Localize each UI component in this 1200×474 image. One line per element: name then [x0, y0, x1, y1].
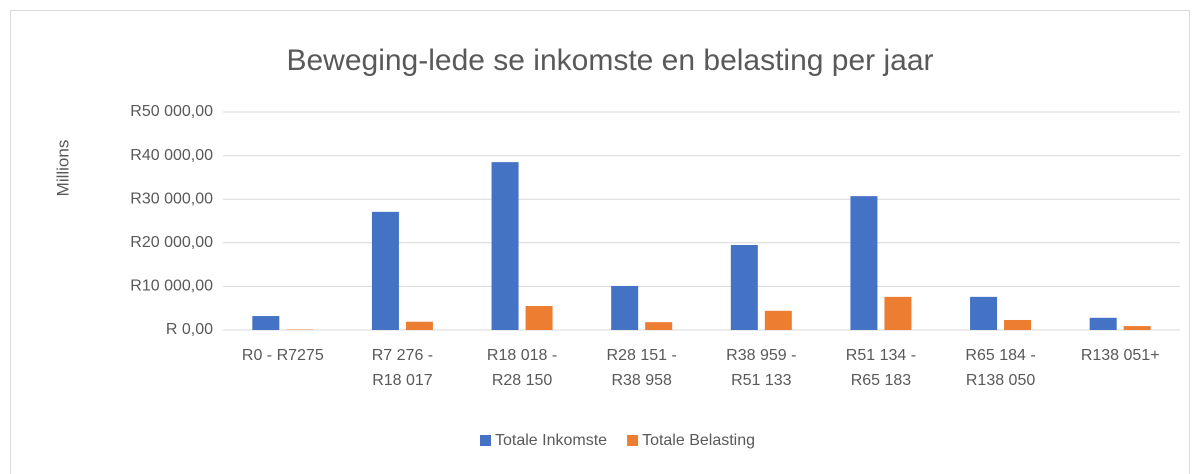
y-tick-label: R40 000,00	[130, 147, 213, 164]
bar	[884, 296, 912, 330]
bar	[1004, 319, 1032, 330]
x-tick-label: R65 184 - R138 050	[965, 347, 1036, 389]
bar	[850, 196, 878, 330]
bar	[730, 244, 758, 330]
legend-swatch	[627, 435, 639, 446]
chart-border	[10, 10, 1190, 474]
legend-swatch	[480, 435, 491, 446]
bar	[1123, 326, 1151, 330]
x-tick-label: R7 276 - R18 017	[371, 347, 434, 389]
x-tick-label: R51 134 - R65 183	[845, 347, 917, 389]
y-axis-label: Millions	[53, 140, 72, 197]
bar	[525, 306, 553, 330]
legend-label: Totale Inkomste	[495, 432, 607, 449]
legend-label: Totale Belasting	[642, 432, 755, 449]
bar	[645, 322, 673, 330]
y-tick-label: R20 000,00	[130, 234, 213, 251]
bar	[1089, 317, 1117, 330]
bar	[371, 211, 399, 330]
chart-title: Beweging-lede se inkomste en belasting p…	[286, 44, 933, 77]
x-tick-label: R138 051+	[1080, 347, 1160, 364]
x-tick-label: R0 - R7275	[241, 347, 324, 364]
bar	[611, 285, 639, 330]
x-tick-label: R38 959 - R51 133	[726, 347, 797, 389]
x-tick-label: R28 151 - R38 958	[606, 347, 677, 389]
y-tick-label: R 0,00	[166, 321, 213, 338]
bar	[970, 296, 998, 330]
y-tick-label: R10 000,00	[130, 278, 213, 295]
y-tick-label: R30 000,00	[130, 190, 213, 207]
bar	[491, 162, 519, 330]
y-tick-label: R50 000,00	[130, 103, 213, 120]
bar	[405, 321, 433, 330]
bar	[252, 316, 280, 330]
x-tick-label: R18 018 - R28 150	[486, 347, 558, 389]
bar	[764, 310, 792, 330]
